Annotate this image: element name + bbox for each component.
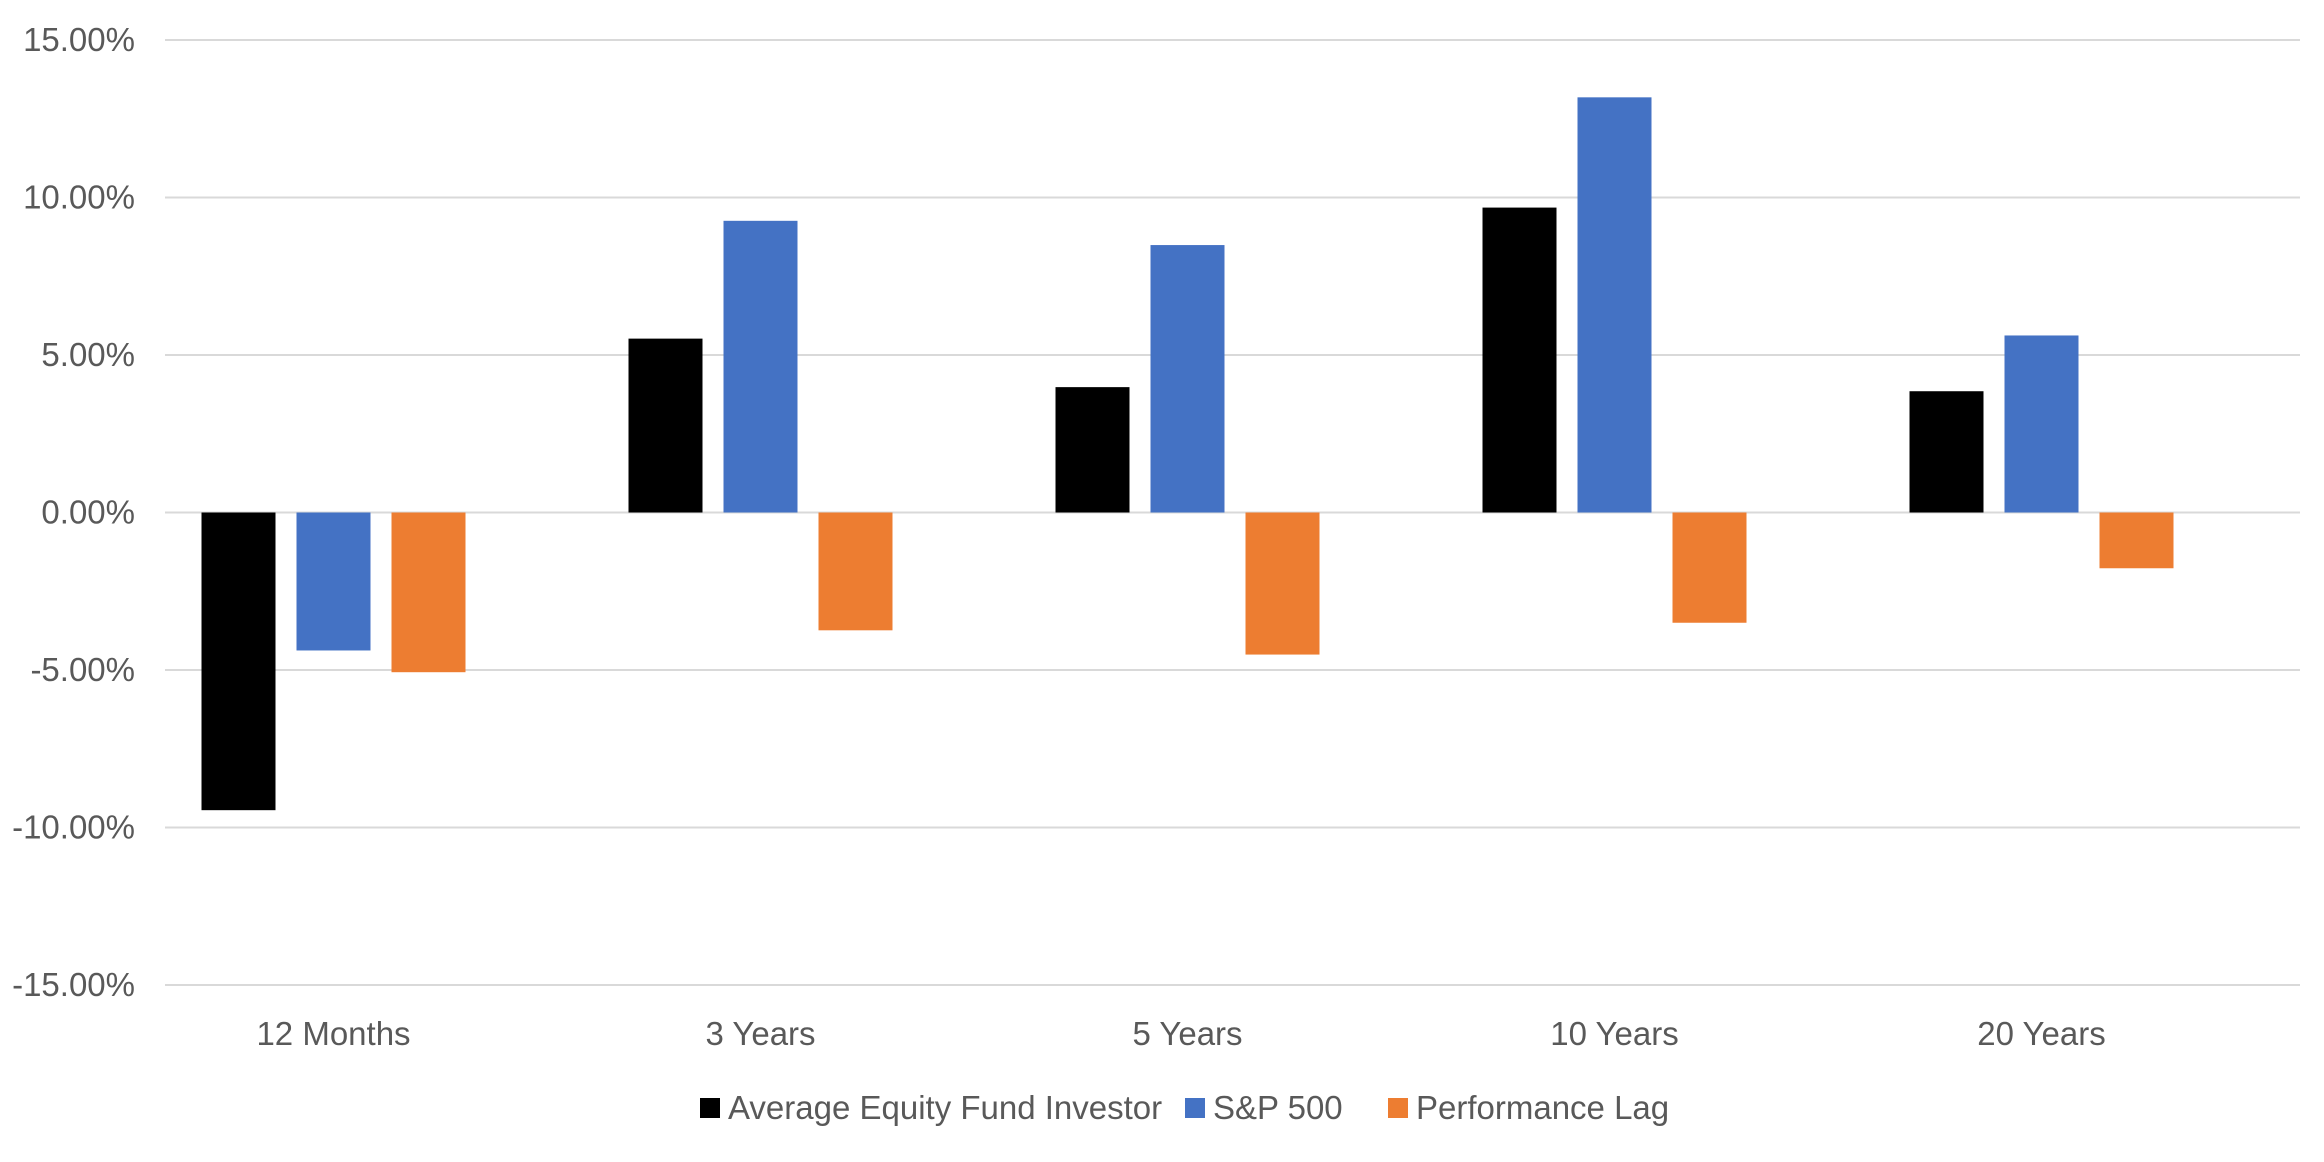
y-axis-ticks: -15.00% -10.00% -5.00% 0.00% 5.00% 10.00% 15.0… <box>12 21 135 1003</box>
bar-average-equity-fund-investor-20-years <box>1909 391 1984 513</box>
legend-label: Average Equity Fund Investor <box>728 1089 1162 1126</box>
bar-performance-lag-3-years <box>818 512 893 631</box>
bar-average-equity-fund-investor-12-months <box>201 512 276 811</box>
bar-s-p-500-10-years <box>1577 97 1652 513</box>
x-category-label: 5 Years <box>1132 1015 1242 1052</box>
y-tick-label: 10.00% <box>23 179 135 216</box>
bar-performance-lag-20-years <box>2099 512 2174 569</box>
bar-s-p-500-3-years <box>723 220 798 513</box>
x-category-label: 12 Months <box>256 1015 410 1052</box>
bar-s-p-500-5-years <box>1150 245 1225 513</box>
legend-swatch <box>1185 1098 1205 1118</box>
legend-label: S&P 500 <box>1213 1089 1343 1126</box>
legend: Average Equity Fund Investor S&P 500 Perfo… <box>700 1089 1669 1126</box>
bar-average-equity-fund-investor-3-years <box>628 338 703 513</box>
y-tick-label: -5.00% <box>30 651 135 688</box>
bar-average-equity-fund-investor-10-years <box>1482 207 1557 513</box>
bar-performance-lag-12-months <box>391 512 466 673</box>
bar-average-equity-fund-investor-5-years <box>1055 387 1130 513</box>
x-category-label: 10 Years <box>1550 1015 1678 1052</box>
bar-performance-lag-10-years <box>1672 512 1747 623</box>
bar-performance-lag-5-years <box>1245 512 1320 655</box>
y-tick-label: 0.00% <box>41 494 135 531</box>
x-category-label: 20 Years <box>1977 1015 2105 1052</box>
y-tick-label: 15.00% <box>23 21 135 58</box>
y-tick-label: 5.00% <box>41 336 135 373</box>
legend-swatch <box>1388 1098 1408 1118</box>
legend-label: Performance Lag <box>1416 1089 1669 1126</box>
y-tick-label: -10.00% <box>12 809 135 846</box>
bar-s-p-500-12-months <box>296 512 371 651</box>
bar-s-p-500-20-years <box>2004 335 2079 513</box>
x-axis-categories: 12 Months 3 Years 5 Years 10 Years 20 Years <box>256 1015 2105 1052</box>
x-category-label: 3 Years <box>705 1015 815 1052</box>
legend-swatch <box>700 1098 720 1118</box>
y-tick-label: -15.00% <box>12 966 135 1003</box>
gridlines <box>165 39 2300 986</box>
bars <box>201 97 2174 811</box>
